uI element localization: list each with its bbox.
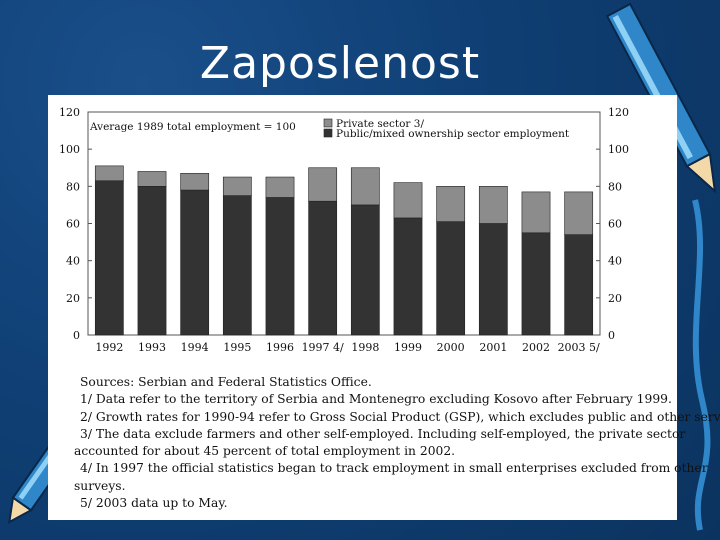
- y-tick-label-right: 0: [608, 329, 615, 342]
- x-tick-label: 1993: [138, 341, 166, 354]
- bar-public-sector: [350, 204, 380, 336]
- legend-swatch-private: [323, 118, 333, 128]
- y-tick-label-left: 60: [66, 218, 80, 231]
- chart-panel: 0 0 20 20 40 40 60 60 80 80 100 100 120 120 1992 1993 19…: [48, 95, 720, 520]
- bar-public-sector: [564, 234, 594, 336]
- bar-private-sector: [393, 182, 423, 219]
- bar-public-sector: [308, 200, 338, 336]
- note-line: 5/ 2003 data up to May.: [80, 496, 228, 511]
- bar-public-sector: [478, 223, 508, 336]
- bar-private-sector: [222, 176, 252, 196]
- note-line: surveys.: [74, 478, 126, 493]
- x-tick-label: 1997 4/: [302, 341, 344, 354]
- x-tick-label: 1992: [95, 341, 123, 354]
- legend-label-public: Public/mixed ownership sector employment: [336, 128, 570, 140]
- chart-notes: Sources: Serbian and Federal Statistics …: [74, 374, 720, 512]
- bar-private-sector: [265, 176, 295, 198]
- y-tick-label-right: 80: [608, 180, 622, 193]
- bar-private-sector: [137, 171, 167, 187]
- bar-private-sector: [436, 186, 466, 222]
- bar-private-sector: [180, 173, 210, 191]
- y-tick-label-right: 60: [608, 218, 622, 231]
- y-tick-label-right: 40: [608, 255, 622, 268]
- x-tick-label: 2001: [479, 341, 507, 354]
- y-tick-label-right: 20: [608, 292, 622, 305]
- y-tick-label-left: 120: [59, 106, 80, 119]
- x-tick-label: 2002: [522, 341, 550, 354]
- bar-private-sector: [94, 165, 124, 182]
- slide-title: Zaposlenost: [199, 38, 481, 89]
- chart-annotation: Average 1989 total employment = 100: [89, 121, 296, 133]
- x-tick-label: 2000: [437, 341, 465, 354]
- bar-public-sector: [222, 195, 252, 336]
- y-tick-label-left: 0: [73, 329, 80, 342]
- note-line: 2/ Growth rates for 1990-94 refer to Gro…: [80, 409, 720, 424]
- x-tick-label: 2003 5/: [558, 341, 600, 354]
- y-tick-label-left: 20: [66, 292, 80, 305]
- bar-public-sector: [436, 221, 466, 336]
- x-tick-label: 1995: [223, 341, 251, 354]
- y-tick-label-left: 80: [66, 180, 80, 193]
- bar-public-sector: [180, 189, 210, 336]
- legend: Private sector 3/ Public/mixed ownership…: [323, 118, 570, 140]
- legend-label-private: Private sector 3/: [336, 118, 424, 130]
- y-tick-label-right: 120: [608, 106, 629, 119]
- note-line: accounted for about 45 percent of total …: [74, 444, 456, 459]
- bar-public-sector: [393, 217, 423, 336]
- x-tick-label: 1998: [351, 341, 379, 354]
- y-tick-label-left: 100: [59, 143, 80, 156]
- bar-private-sector: [350, 167, 380, 206]
- bar-private-sector: [478, 186, 508, 224]
- note-line: Sources: Serbian and Federal Statistics …: [80, 375, 372, 389]
- bar-public-sector: [521, 232, 551, 336]
- bar-public-sector: [265, 197, 295, 336]
- bar-private-sector: [308, 167, 338, 202]
- bar-private-sector: [564, 191, 594, 235]
- x-tick-label: 1994: [181, 341, 209, 354]
- note-line: 3/ The data exclude farmers and other se…: [80, 426, 686, 441]
- x-tick-label: 1999: [394, 341, 422, 354]
- note-line: 1/ Data refer to the territory of Serbia…: [80, 392, 672, 407]
- legend-swatch-public: [323, 128, 333, 138]
- bar-private-sector: [521, 191, 551, 234]
- y-tick-label-right: 100: [608, 143, 629, 156]
- stacked-bar-chart: 0 0 20 20 40 40 60 60 80 80 100 100 120 120 1992 1993 19…: [59, 106, 629, 354]
- x-tick-label: 1996: [266, 341, 294, 354]
- bar-public-sector: [137, 186, 167, 336]
- bar-public-sector: [94, 180, 124, 336]
- y-tick-label-left: 40: [66, 255, 80, 268]
- note-line: 4/ In 1997 the official statistics began…: [80, 461, 708, 476]
